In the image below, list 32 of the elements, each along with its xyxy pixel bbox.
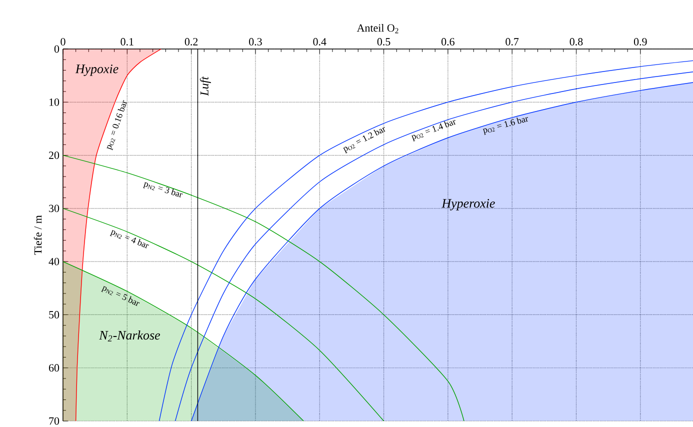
text: p$_{O2}$ = 0.16 bar [106, 100, 127, 150]
annotation: Hypoxie [75, 64, 118, 76]
y-tick-label: 20 [49, 152, 60, 159]
y-tick-label: 10 [49, 98, 60, 106]
text: p$_{N2}$ = 3 bar [142, 182, 183, 198]
x-tick-label: 0.2 [184, 38, 198, 46]
x-tick-label: 0 [60, 38, 66, 46]
x-tick-label: 0.3 [249, 38, 262, 46]
x-tick-label: 0.1 [120, 38, 134, 46]
ref-line-label: Luft [200, 76, 211, 96]
y-tick-label: 0 [54, 45, 60, 53]
annotation: Hyperoxie [442, 199, 495, 210]
text: p$_{O2}$ = 1.6 bar [482, 116, 528, 135]
x-tick-label: 0.8 [570, 38, 583, 46]
x-tick-label: 0.4 [313, 38, 326, 46]
y-tick-label: 40 [48, 258, 60, 266]
y-tick-label: 70 [49, 417, 60, 425]
x-tick-label: 0.7 [506, 38, 519, 46]
y-tick-label: 30 [49, 204, 60, 212]
text: p$_{O2}$ = 1.4 bar [411, 120, 456, 142]
x-tick-label: 0.5 [377, 38, 390, 46]
y-tick-label: 60 [48, 364, 60, 372]
text: p$_{O2}$ = 1.2 bar [343, 126, 386, 154]
line-series [63, 208, 384, 422]
text: p$_{N2}$ = 5 bar [101, 286, 140, 306]
annotation: N$_{2}$-Narkose [99, 330, 160, 342]
text: p$_{N2}$ = 4 bar [110, 230, 149, 248]
x-tick-label: 0.9 [634, 38, 647, 46]
x-axis-title: Anteil O$_{2}$ [356, 24, 398, 34]
y-tick-label: 50 [49, 311, 60, 318]
y-axis-title: Tiefe / m [34, 215, 42, 255]
x-tick-label: 0.6 [442, 38, 454, 46]
